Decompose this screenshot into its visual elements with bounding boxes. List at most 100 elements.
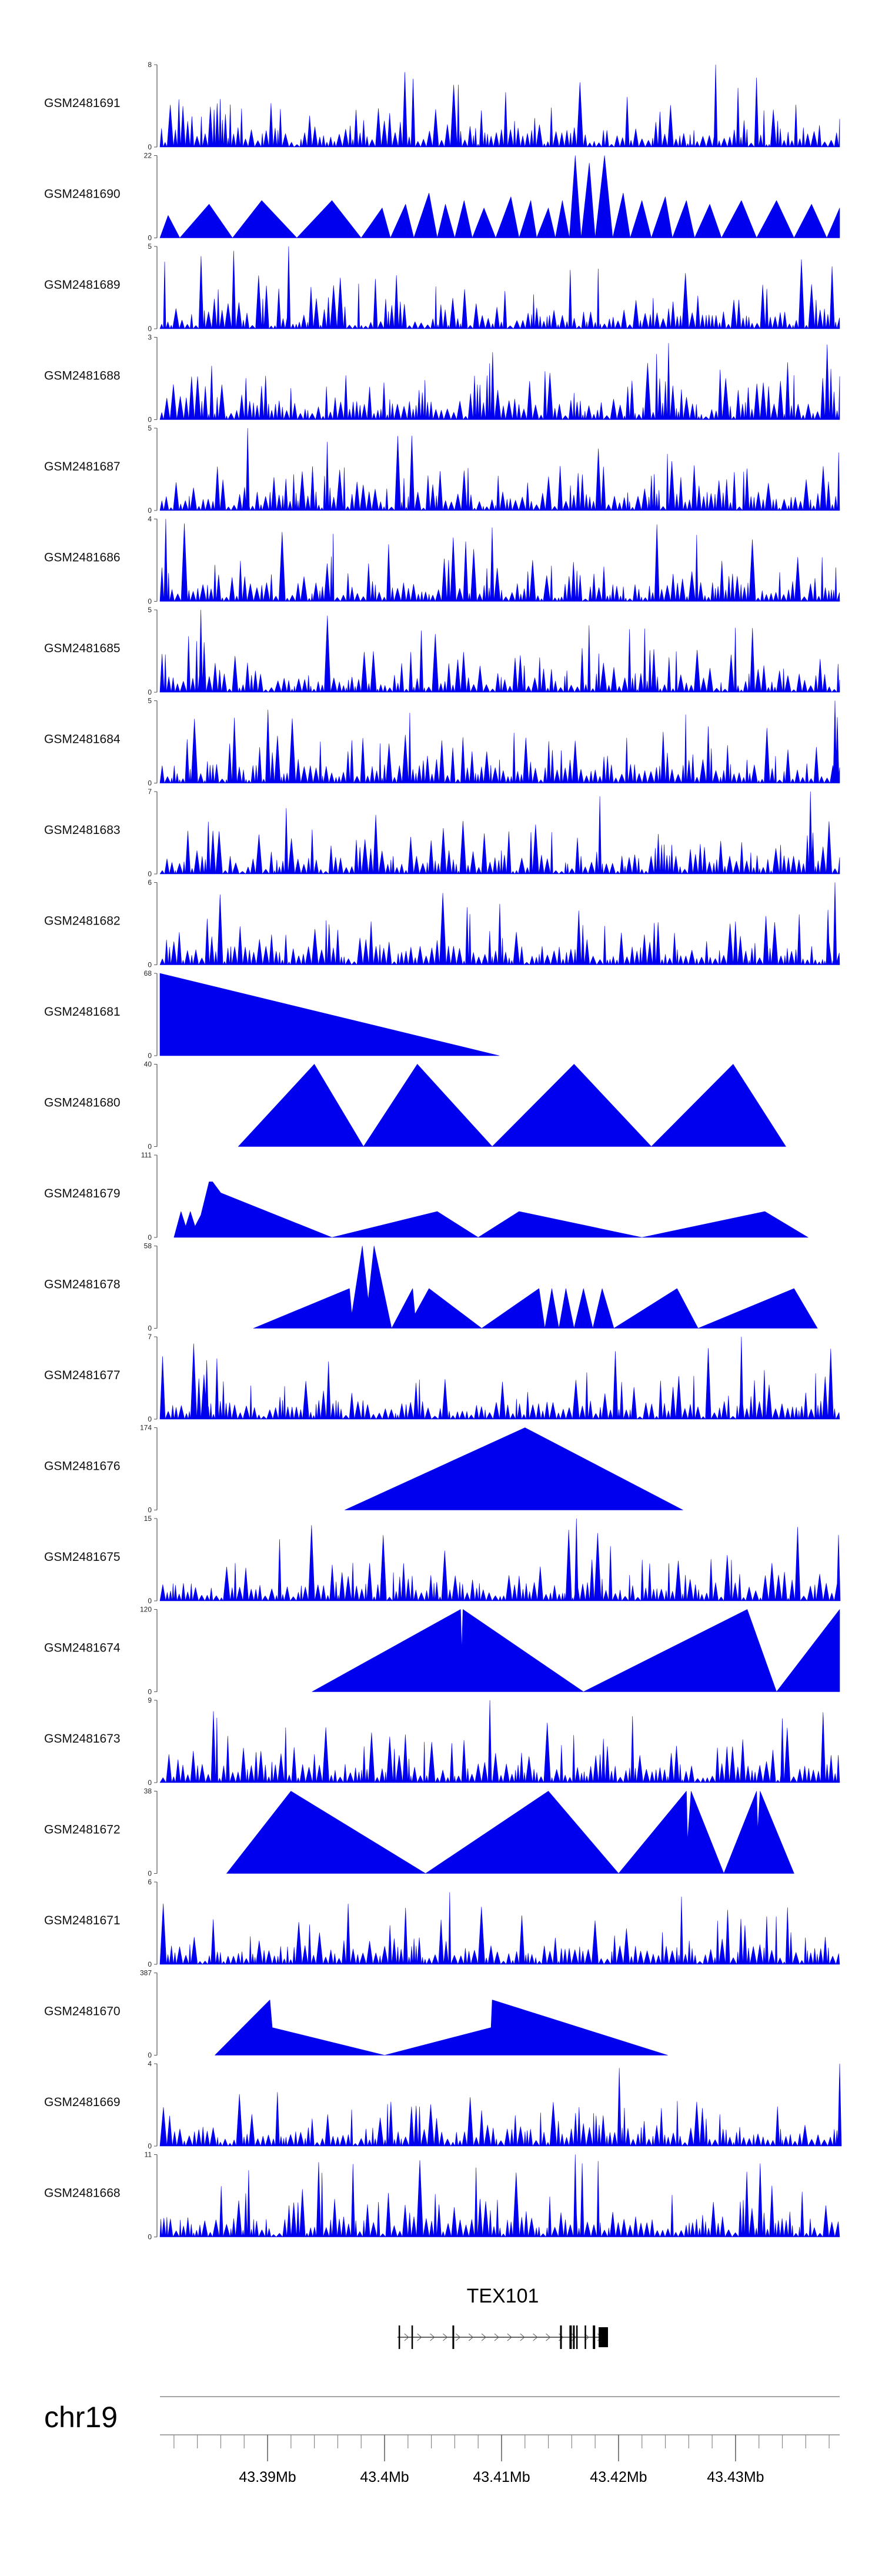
y-tick-label-max: 387 bbox=[140, 1969, 152, 1977]
y-tick-label-min: 0 bbox=[148, 1143, 152, 1151]
y-tick-label-min: 0 bbox=[148, 1233, 152, 1242]
y-tick-label-min: 0 bbox=[148, 2142, 152, 2150]
y-tick-label-max: 11 bbox=[145, 2151, 152, 2159]
track-label: GSM2481677 bbox=[44, 1369, 121, 1382]
coverage-area bbox=[159, 343, 840, 420]
coverage-area bbox=[159, 1700, 840, 1783]
track-gsm2481669: GSM2481669 4 0 bbox=[44, 2060, 842, 2150]
exon-block bbox=[573, 2325, 575, 2349]
coverage-area bbox=[226, 1791, 794, 1874]
track-label: GSM2481687 bbox=[44, 460, 121, 473]
y-tick-label-min: 0 bbox=[148, 870, 152, 878]
exon-block bbox=[593, 2325, 596, 2349]
strand-arrow bbox=[533, 2333, 538, 2341]
track-label: GSM2481688 bbox=[44, 369, 121, 383]
track-gsm2481678: GSM2481678 58 0 bbox=[44, 1242, 818, 1333]
exon-block bbox=[576, 2325, 578, 2349]
y-tick-label-min: 0 bbox=[148, 1506, 152, 1514]
y-tick-label-max: 111 bbox=[141, 1151, 152, 1159]
track-gsm2481691: GSM2481691 8 0 bbox=[44, 61, 840, 151]
track-gsm2481681: GSM2481681 68 0 bbox=[44, 969, 500, 1060]
gene-name-label: TEX101 bbox=[467, 2285, 539, 2307]
gene-model-track: TEX101 bbox=[397, 2285, 609, 2349]
track-gsm2481686: GSM2481686 4 0 bbox=[44, 515, 840, 606]
track-label: GSM2481684 bbox=[44, 733, 121, 746]
y-tick-label-min: 0 bbox=[148, 506, 152, 515]
exon-block bbox=[569, 2325, 572, 2349]
track-label: GSM2481673 bbox=[44, 1732, 121, 1746]
track-gsm2481690: GSM2481690 22 0 bbox=[44, 152, 840, 242]
track-label: GSM2481674 bbox=[44, 1641, 121, 1655]
y-tick-label-min: 0 bbox=[148, 1597, 152, 1605]
coverage-area bbox=[159, 1518, 841, 1601]
y-tick-label-max: 5 bbox=[148, 242, 152, 251]
strand-arrow bbox=[443, 2333, 448, 2341]
exon-block bbox=[398, 2325, 400, 2349]
y-tick-label-max: 8 bbox=[148, 61, 152, 69]
track-label: GSM2481686 bbox=[44, 551, 121, 565]
coverage-area bbox=[312, 1609, 840, 1692]
track-label: GSM2481670 bbox=[44, 2005, 121, 2018]
y-tick-label-max: 38 bbox=[144, 1787, 152, 1796]
track-gsm2481685: GSM2481685 5 0 bbox=[44, 606, 840, 696]
strand-arrow bbox=[481, 2333, 486, 2341]
track-label: GSM2481680 bbox=[44, 1096, 121, 1110]
track-gsm2481670: GSM2481670 387 0 bbox=[44, 1969, 668, 2060]
major-tick-label: 43.41Mb bbox=[473, 2469, 530, 2485]
track-label: GSM2481678 bbox=[44, 1278, 121, 1292]
track-gsm2481676: GSM2481676 174 0 bbox=[44, 1424, 683, 1514]
coverage-area bbox=[159, 2154, 840, 2237]
strand-arrow bbox=[456, 2333, 461, 2341]
strand-arrow bbox=[430, 2333, 435, 2341]
y-tick-label-max: 5 bbox=[148, 697, 152, 705]
y-tick-label-min: 0 bbox=[148, 143, 152, 151]
track-label: GSM2481679 bbox=[44, 1187, 121, 1200]
y-tick-label-max: 4 bbox=[148, 515, 152, 523]
y-tick-label-max: 6 bbox=[148, 879, 152, 887]
track-gsm2481671: GSM2481671 6 0 bbox=[44, 1878, 840, 1968]
track-label: GSM2481668 bbox=[44, 2187, 121, 2200]
genome-axis: 43.39Mb 43.4Mb 43.41Mb 43.42Mb 43.43Mb bbox=[160, 2396, 840, 2485]
y-tick-label-max: 58 bbox=[144, 1242, 152, 1250]
y-tick-label-min: 0 bbox=[148, 688, 152, 696]
track-label: GSM2481675 bbox=[44, 1550, 121, 1564]
y-tick-label-max: 6 bbox=[148, 1878, 152, 1886]
y-tick-label-max: 7 bbox=[148, 788, 152, 796]
track-label: GSM2481669 bbox=[44, 2095, 121, 2109]
track-gsm2481679: GSM2481679 111 0 bbox=[44, 1151, 808, 1242]
coverage-area bbox=[253, 1246, 818, 1329]
y-tick-label-min: 0 bbox=[148, 779, 152, 788]
y-tick-label-min: 0 bbox=[148, 961, 152, 969]
track-label: GSM2481690 bbox=[44, 188, 121, 201]
coverage-tracks: GSM248169180GSM2481690220GSM248168950GSM… bbox=[44, 61, 842, 2241]
chromosome-label: chr19 bbox=[44, 2401, 118, 2434]
exon-block bbox=[452, 2325, 455, 2349]
y-tick-label-min: 0 bbox=[148, 416, 152, 424]
y-tick-label-max: 5 bbox=[148, 424, 152, 432]
track-gsm2481687: GSM2481687 5 0 bbox=[44, 424, 840, 515]
coverage-area bbox=[238, 1064, 786, 1147]
strand-arrow bbox=[507, 2333, 512, 2341]
track-gsm2481688: GSM2481688 3 0 bbox=[44, 333, 840, 424]
track-label: GSM2481682 bbox=[44, 915, 121, 928]
coverage-area bbox=[159, 700, 840, 783]
y-tick-label-min: 0 bbox=[148, 2233, 152, 2241]
track-label: GSM2481672 bbox=[44, 1823, 121, 1837]
y-tick-label-min: 0 bbox=[148, 1324, 152, 1333]
y-tick-label-min: 0 bbox=[148, 234, 152, 242]
y-tick-label-min: 0 bbox=[148, 1688, 152, 1696]
y-tick-label-max: 15 bbox=[144, 1514, 152, 1523]
strand-arrow bbox=[417, 2333, 422, 2341]
y-tick-label-max: 9 bbox=[148, 1696, 152, 1704]
coverage-area bbox=[159, 609, 840, 693]
y-tick-label-min: 0 bbox=[148, 1870, 152, 1878]
coverage-area bbox=[345, 1427, 683, 1510]
y-tick-label-max: 68 bbox=[144, 969, 152, 977]
track-gsm2481668: GSM2481668 11 0 bbox=[44, 2151, 840, 2241]
strand-arrow bbox=[494, 2333, 499, 2341]
track-gsm2481677: GSM2481677 7 0 bbox=[44, 1333, 840, 1423]
y-tick-label-min: 0 bbox=[148, 325, 152, 333]
strand-arrow bbox=[468, 2333, 474, 2341]
y-tick-label-max: 7 bbox=[148, 1333, 152, 1341]
y-tick-label-max: 4 bbox=[148, 2060, 152, 2068]
